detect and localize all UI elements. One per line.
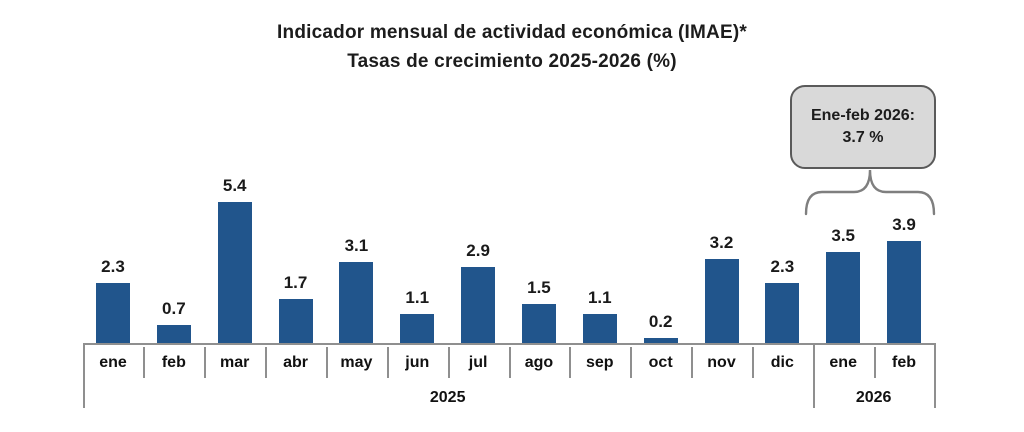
month-tick-separator [508, 347, 511, 378]
x-axis-month-label: jun [405, 354, 430, 371]
month-tick-separator [691, 347, 694, 378]
bar-feb-2026 [887, 241, 922, 343]
bar-dic-2025 [765, 282, 800, 343]
annotation-callout-line1: Ene-feb 2026: [810, 107, 916, 124]
bar-value-label: 2.9 [466, 241, 490, 261]
x-axis-month-label: ago [524, 354, 554, 371]
bar-value-label: 1.1 [587, 288, 612, 308]
bar-ago-2025 [521, 303, 556, 343]
bar-oct-2025 [643, 337, 678, 343]
bar-ene-2025 [96, 282, 130, 343]
year-group-separator [934, 343, 937, 408]
bar-abr-2025 [278, 298, 313, 343]
x-axis-month-label: may [340, 354, 373, 371]
bar-value-label: 3.5 [831, 225, 855, 245]
month-tick-separator [265, 347, 268, 378]
x-axis-line [82, 343, 935, 345]
annotation-callout: Ene-feb 2026: 3.7 % [790, 85, 936, 169]
bar-mar-2025 [217, 202, 252, 343]
bar-jun-2025 [400, 314, 435, 343]
x-axis-month-label: oct [648, 354, 673, 371]
month-tick-separator [751, 347, 754, 378]
x-axis-month-label: ene [829, 354, 857, 371]
bar-value-label: 5.4 [222, 176, 247, 196]
x-axis-month-label: jul [468, 354, 488, 371]
x-axis-month-label: sep [586, 354, 614, 371]
bar-value-label: 3.2 [709, 233, 734, 253]
curly-brace [804, 169, 936, 216]
bar-nov-2025 [704, 259, 739, 343]
x-axis-month-label: feb [892, 354, 917, 371]
x-axis-month-label: nov [707, 354, 736, 371]
x-axis-year-label: 2026 [855, 389, 892, 406]
year-group-separator [82, 343, 85, 408]
x-axis-month-label: mar [220, 354, 250, 371]
bar-may-2025 [339, 262, 374, 343]
chart-title-line1: Indicador mensual de actividad económica… [277, 22, 747, 43]
annotation-callout-line2: 3.7 % [842, 129, 884, 146]
bar-value-label: 1.5 [527, 277, 551, 297]
bar-value-label: 0.2 [648, 311, 673, 331]
month-tick-separator [386, 347, 389, 378]
month-tick-separator [447, 347, 450, 378]
x-axis-month-label: ene [99, 354, 127, 371]
x-axis-month-label: feb [161, 354, 186, 371]
bar-value-label: 3.9 [892, 215, 916, 235]
month-tick-separator [630, 347, 633, 378]
bar-feb-2025 [156, 324, 191, 343]
month-tick-separator [325, 347, 328, 378]
bar-value-label: 2.3 [770, 256, 795, 276]
bar-ene-2026 [826, 251, 861, 343]
bar-sep-2025 [582, 314, 617, 343]
month-tick-separator [143, 347, 146, 378]
x-axis-month-label: dic [770, 354, 794, 371]
bar-value-label: 2.3 [101, 256, 125, 276]
bar-value-label: 1.1 [405, 288, 430, 308]
month-tick-separator [204, 347, 207, 378]
x-axis-month-label: abr [283, 354, 308, 371]
chart-title-line2: Tasas de crecimiento 2025-2026 (%) [347, 51, 677, 72]
month-tick-separator [569, 347, 572, 378]
bar-jul-2025 [461, 267, 496, 343]
chart-title: Indicador mensual de actividad económica… [0, 18, 1024, 76]
bar-value-label: 1.7 [283, 272, 308, 292]
month-tick-separator [873, 347, 876, 378]
bar-value-label: 0.7 [162, 298, 186, 318]
x-axis-year-label: 2025 [429, 389, 466, 406]
year-group-separator [812, 343, 815, 408]
bar-value-label: 3.1 [344, 236, 369, 256]
